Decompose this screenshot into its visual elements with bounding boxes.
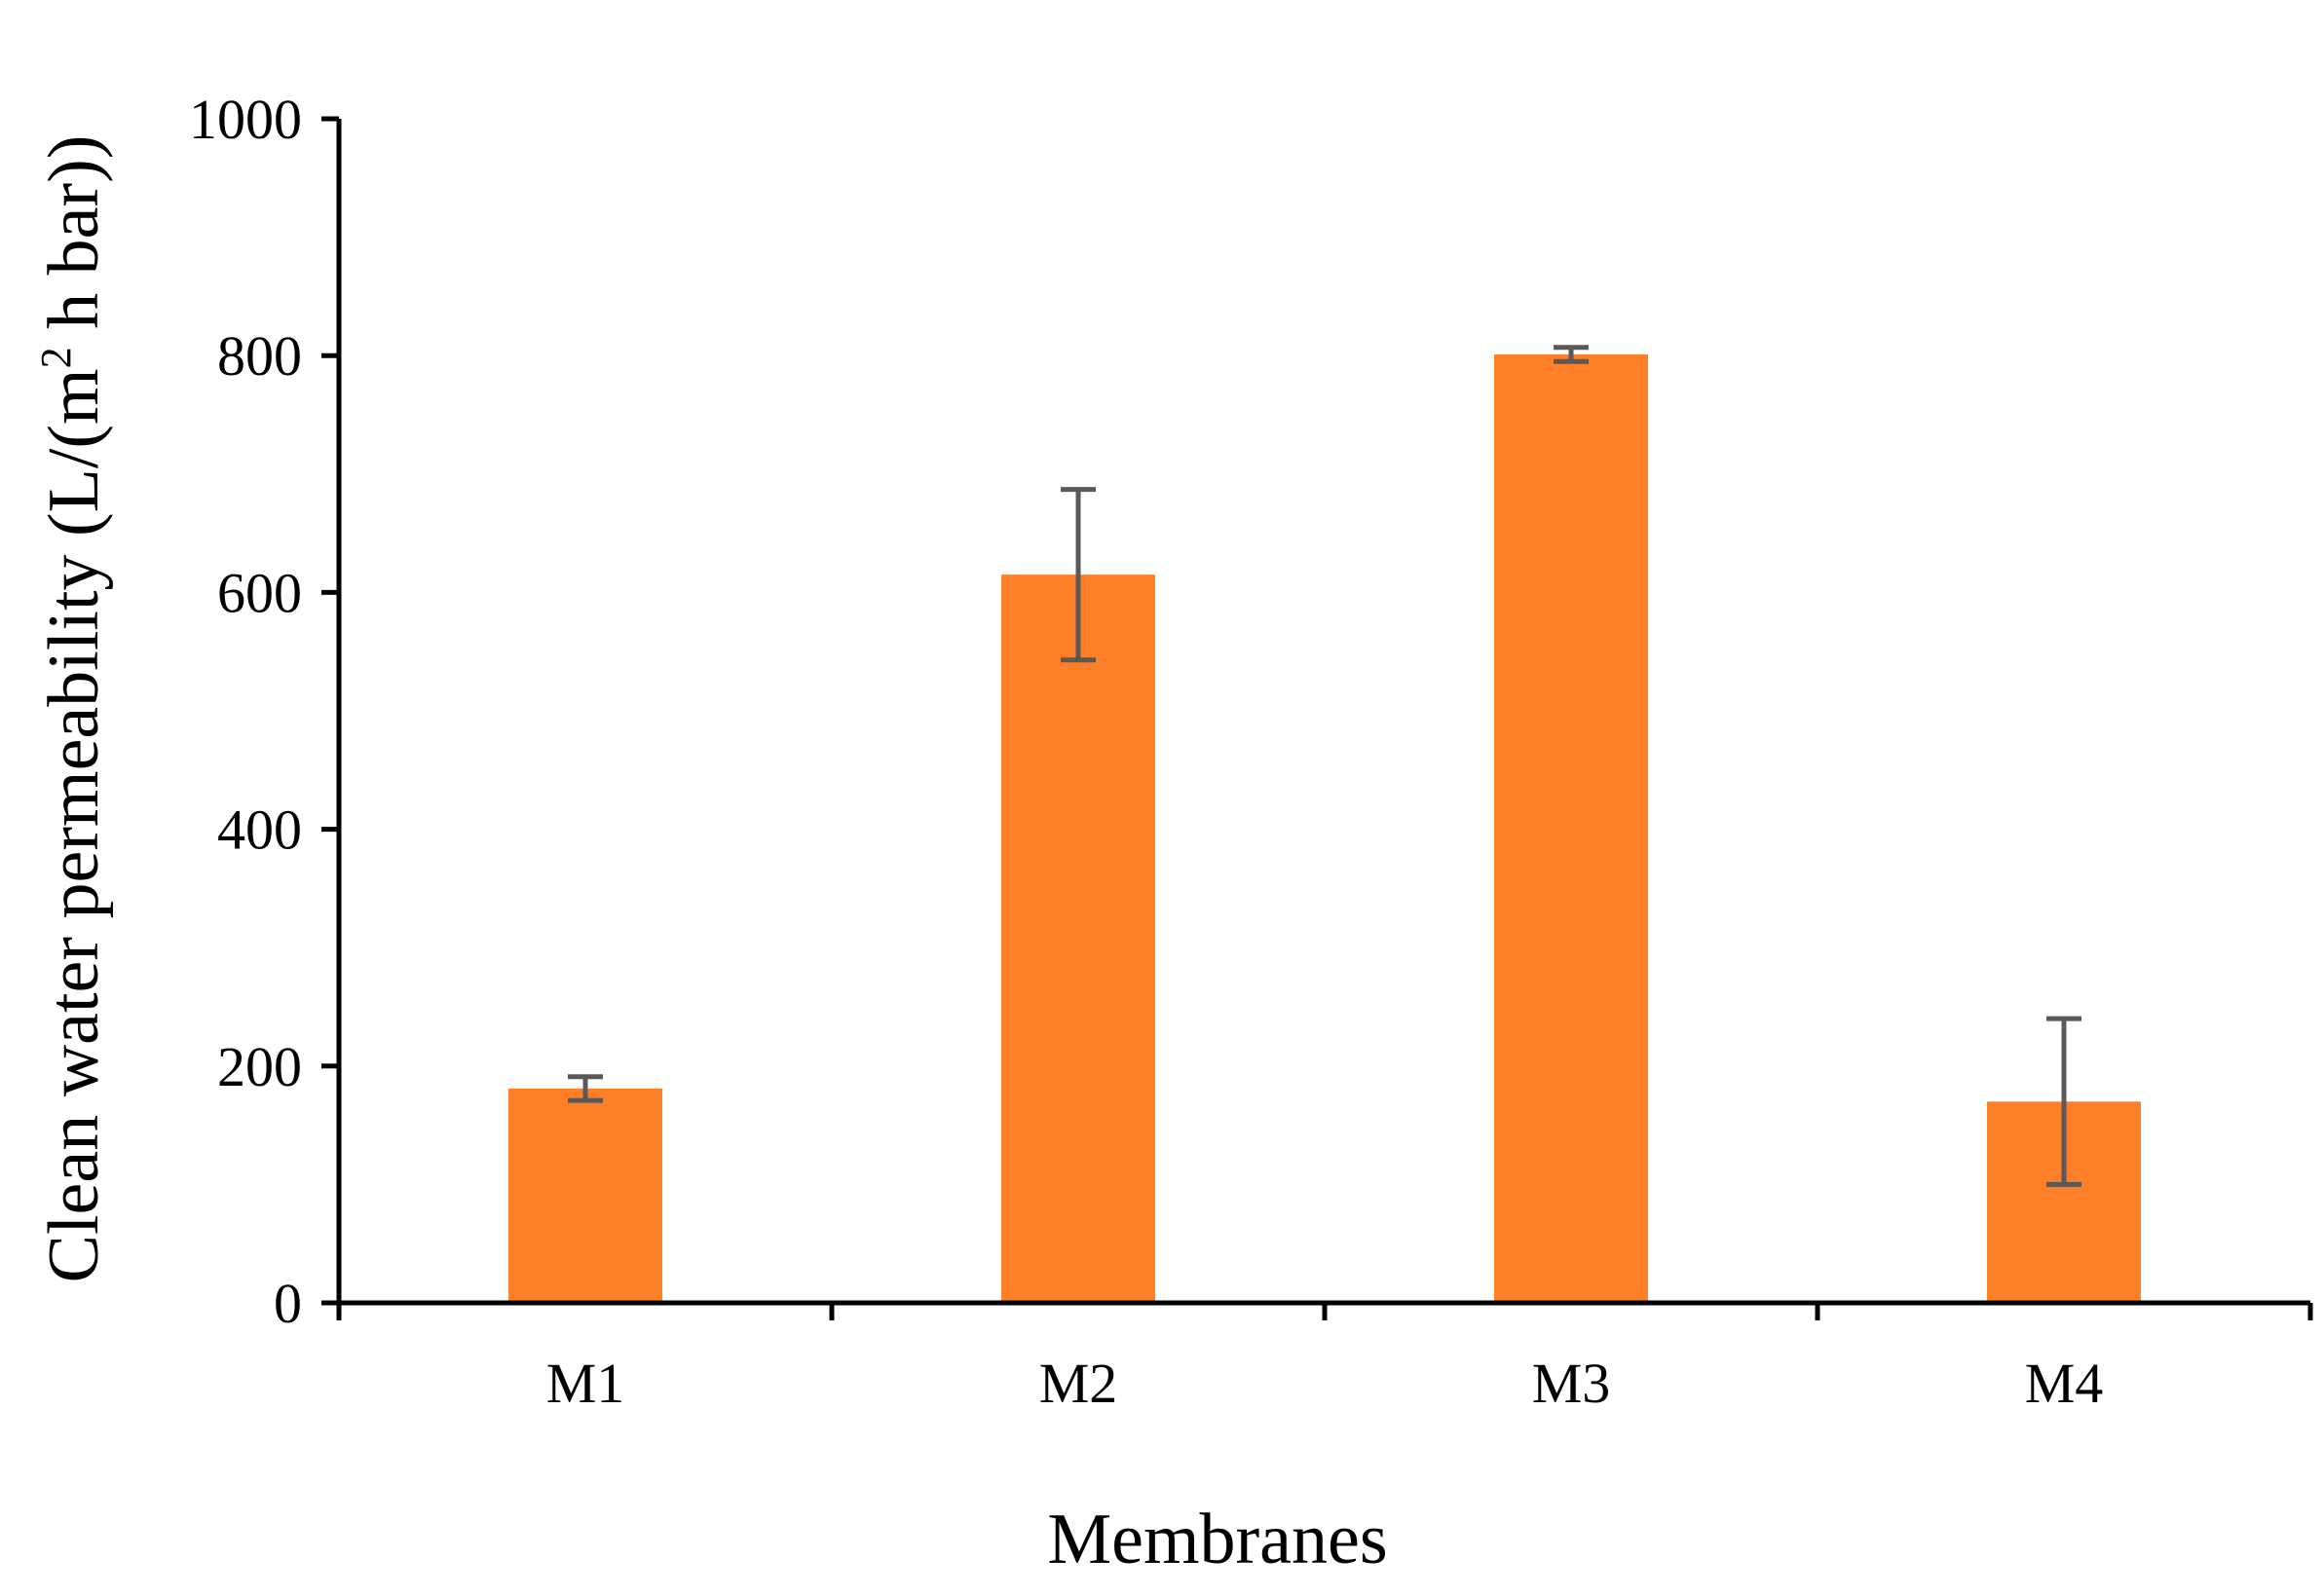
- x-tick-label: M1: [546, 1352, 625, 1415]
- y-axis-title-superscript: 2: [32, 347, 80, 368]
- x-tick-label: M2: [1039, 1352, 1118, 1415]
- error-bar-m4: [2046, 1016, 2081, 1187]
- y-axis-title-end: h bar)): [34, 135, 114, 348]
- y-tick-label: 600: [217, 561, 302, 624]
- y-axis-title: Clean water permeability (L/(m2 h bar)): [32, 135, 114, 1283]
- error-bars-layer: [568, 345, 2081, 1187]
- bars-layer: [508, 353, 2141, 1303]
- x-axis-title: Membranes: [1047, 1500, 1387, 1579]
- y-tick-label: 800: [217, 324, 302, 388]
- error-bar-m3: [1554, 345, 1589, 364]
- y-axis-title-main: Clean water permeability (L/(m: [34, 368, 114, 1282]
- error-bar-m2: [1061, 487, 1096, 663]
- y-tick-label: 200: [217, 1035, 302, 1098]
- x-ticks-layer: M1 M2 M3 M4: [336, 1303, 2313, 1415]
- error-bar-m1: [568, 1074, 603, 1103]
- x-tick-label: M4: [2025, 1352, 2104, 1415]
- y-tick-label: 0: [274, 1272, 302, 1335]
- y-tick-label: 1000: [189, 88, 302, 151]
- x-tick-label: M3: [1532, 1352, 1611, 1415]
- bar-m1: [508, 1088, 662, 1303]
- y-ticks-layer: 0 200 400 600 800 1000: [189, 88, 339, 1335]
- bar-m3: [1494, 353, 1648, 1303]
- y-tick-label: 400: [217, 798, 302, 862]
- bar-m2: [1001, 575, 1155, 1303]
